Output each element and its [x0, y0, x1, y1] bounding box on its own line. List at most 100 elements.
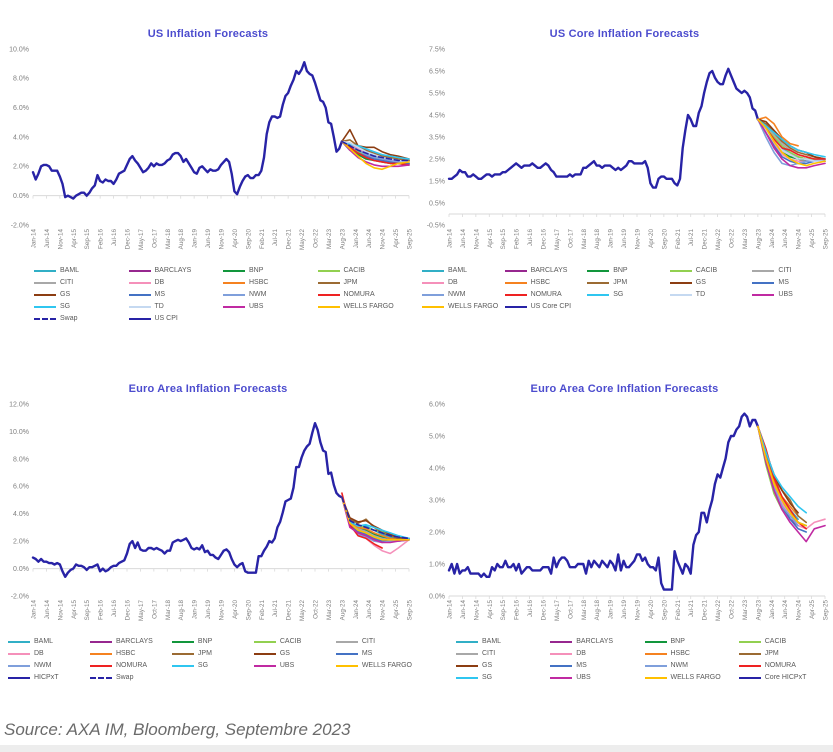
- legend-item-nwm: NWM: [422, 291, 499, 299]
- legend-label: NWM: [249, 291, 267, 298]
- x-axis-tick-label: Jul-21: [688, 600, 695, 618]
- legend-label: BARCLAYS: [576, 638, 614, 645]
- legend-swatch-baml: [8, 641, 30, 643]
- legend-label: HICPxT: [34, 674, 59, 681]
- legend-label: BNP: [249, 267, 264, 274]
- legend-swatch-cacib: [738, 641, 761, 643]
- legend-label: BAML: [482, 638, 502, 645]
- x-axis-tick-label: Jun-14: [460, 600, 467, 620]
- legend-item-ms: MS: [128, 291, 218, 299]
- series-line-jpm: [341, 139, 410, 162]
- x-axis-tick-label: Jul-21: [272, 600, 279, 618]
- series-line-core-hicpxt: [447, 412, 760, 591]
- legend-label: DB: [448, 279, 458, 286]
- series-line-gs: [341, 128, 410, 160]
- x-axis-tick-label: Mar-23: [742, 600, 749, 620]
- chart-panel-us-inflation: US Inflation Forecasts 10.0% 8.0% 6.0% 4.0%…: [0, 28, 416, 323]
- x-axis-tick-label: Aug-18: [594, 229, 601, 250]
- series-line-swap: [341, 140, 410, 162]
- chart-title-us-core-inflation: US Core Inflation Forecasts: [549, 28, 700, 40]
- legend-label: US CPI: [154, 315, 178, 322]
- x-axis-tick-label: Sep-15: [500, 600, 507, 621]
- y-axis-tick-label: 5.0%: [429, 433, 445, 440]
- x-axis-tick-label: Mar-23: [742, 229, 749, 249]
- legend-swatch-core-hicpxt: [738, 677, 761, 679]
- legend-item-ubs: UBS: [550, 674, 638, 682]
- series-line-wells-fargo: [757, 118, 826, 167]
- series-line-ubs: [341, 140, 410, 168]
- y-axis-tick-label: 12.0%: [9, 401, 29, 408]
- legend-us-inflation: BAML BARCLAYS BNP CACIB CITI DB HSBC JPM GS MS NWM…: [0, 267, 416, 323]
- legend-item-nomura: NOMURA: [738, 662, 827, 670]
- legend-item-ubs: UBS: [223, 303, 312, 311]
- x-axis-tick-label: Apr-20: [232, 600, 239, 619]
- series-line-sg: [341, 496, 410, 540]
- chart-title-euro-core-inflation: Euro Area Core Inflation Forecasts: [530, 383, 719, 395]
- y-axis-tick-label: 6.0%: [13, 484, 29, 491]
- series-line-ubs: [341, 496, 410, 544]
- legend-euro-core-inflation: BAML BARCLAYS BNP CACIB CITI DB HSBC JPM GS MS NWM…: [416, 638, 833, 682]
- x-axis-tick-label: Nov-19: [219, 229, 226, 250]
- legend-swatch-gs: [34, 294, 56, 296]
- x-axis-tick-label: Apr-25: [393, 229, 400, 248]
- x-axis-tick-label: Dec-21: [286, 600, 293, 621]
- legend-euro-inflation: BAML BARCLAYS BNP CACIB CITI DB HSBC JPM GS MS NWM…: [0, 638, 416, 682]
- legend-swatch-baml: [34, 270, 56, 272]
- legend-swatch-wells-fargo: [422, 306, 444, 308]
- x-axis-tick-label: Oct-22: [313, 229, 320, 248]
- legend-swatch-baml: [422, 270, 444, 272]
- series-line-hicpxt: [31, 422, 344, 579]
- legend-label: WELLS FARGO: [343, 303, 394, 310]
- legend-item-baml: BAML: [8, 638, 84, 646]
- legend-item-gs: GS: [456, 662, 544, 670]
- x-axis-tick-label: Mar-23: [326, 600, 333, 620]
- y-axis-tick-label: 10.0%: [9, 429, 29, 436]
- legend-label: SG: [613, 291, 624, 298]
- legend-label: BARCLAYS: [530, 267, 568, 274]
- legend-label: BNP: [670, 638, 685, 645]
- legend-item-bnp: BNP: [223, 267, 312, 275]
- legend-label: UBS: [576, 674, 591, 681]
- legend-label: NWM: [34, 662, 52, 669]
- chart-panel-euro-inflation: Euro Area Inflation Forecasts 12.0% 10.0%…: [0, 383, 416, 682]
- x-axis-tick-label: Jul-16: [111, 600, 118, 618]
- x-axis-tick-label: Jun-24: [782, 229, 789, 249]
- x-axis-tick-label: Nov-24: [796, 600, 803, 621]
- legend-item-us-cpi: US CPI: [128, 315, 218, 323]
- x-axis-tick-label: Mar-18: [581, 229, 588, 249]
- legend-item-td: TD: [128, 303, 218, 311]
- legend-swatch-ubs: [223, 306, 245, 308]
- legend-label: HSBC: [115, 650, 136, 657]
- x-axis-tick-label: Sep-20: [661, 600, 668, 621]
- x-axis-tick-label: May-22: [715, 229, 722, 250]
- legend-swatch-ms: [335, 653, 358, 655]
- legend-swatch-ubs: [550, 677, 573, 679]
- legend-item-us-core-cpi: US Core CPI: [504, 303, 582, 311]
- x-axis-tick-label: Feb-16: [514, 229, 521, 249]
- y-axis-tick-label: 2.0%: [13, 539, 29, 546]
- legend-item-db: DB: [8, 650, 84, 658]
- x-axis-tick-label: Sep-20: [245, 600, 252, 621]
- legend-swatch-citi: [34, 282, 56, 284]
- x-axis-tick-label: Feb-21: [675, 600, 682, 620]
- legend-label: GS: [482, 662, 493, 669]
- x-axis-tick-label: Dec-16: [541, 229, 548, 250]
- x-axis-tick-label: Jun-24: [366, 600, 373, 620]
- legend-item-wells-fargo: WELLS FARGO: [644, 674, 733, 682]
- x-axis-tick-label: Apr-20: [648, 229, 655, 248]
- series-line-us-cpi: [31, 61, 344, 200]
- legend-swatch-citi: [335, 641, 358, 643]
- legend-item-wells-fargo: WELLS FARGO: [422, 303, 499, 311]
- y-axis-tick-label: 8.0%: [13, 456, 29, 463]
- legend-swatch-baml: [456, 641, 478, 643]
- x-axis-tick-label: Nov-14: [473, 229, 480, 250]
- chart-title-euro-inflation: Euro Area Inflation Forecasts: [128, 383, 288, 395]
- x-axis-tick-label: Jan-24: [769, 600, 776, 620]
- chart-svg: 12.0%10.0%8.0%6.0%4.0%2.0%0.0%-2.0%Jan-1…: [9, 401, 413, 621]
- y-axis-tick-label: 4.0%: [429, 465, 445, 472]
- series-line-ubs: [757, 118, 826, 169]
- legend-item-citi: CITI: [34, 279, 123, 287]
- legend-label: NOMURA: [115, 662, 148, 669]
- x-axis-tick-label: Jun-24: [782, 600, 789, 620]
- legend-label: NWM: [448, 291, 466, 298]
